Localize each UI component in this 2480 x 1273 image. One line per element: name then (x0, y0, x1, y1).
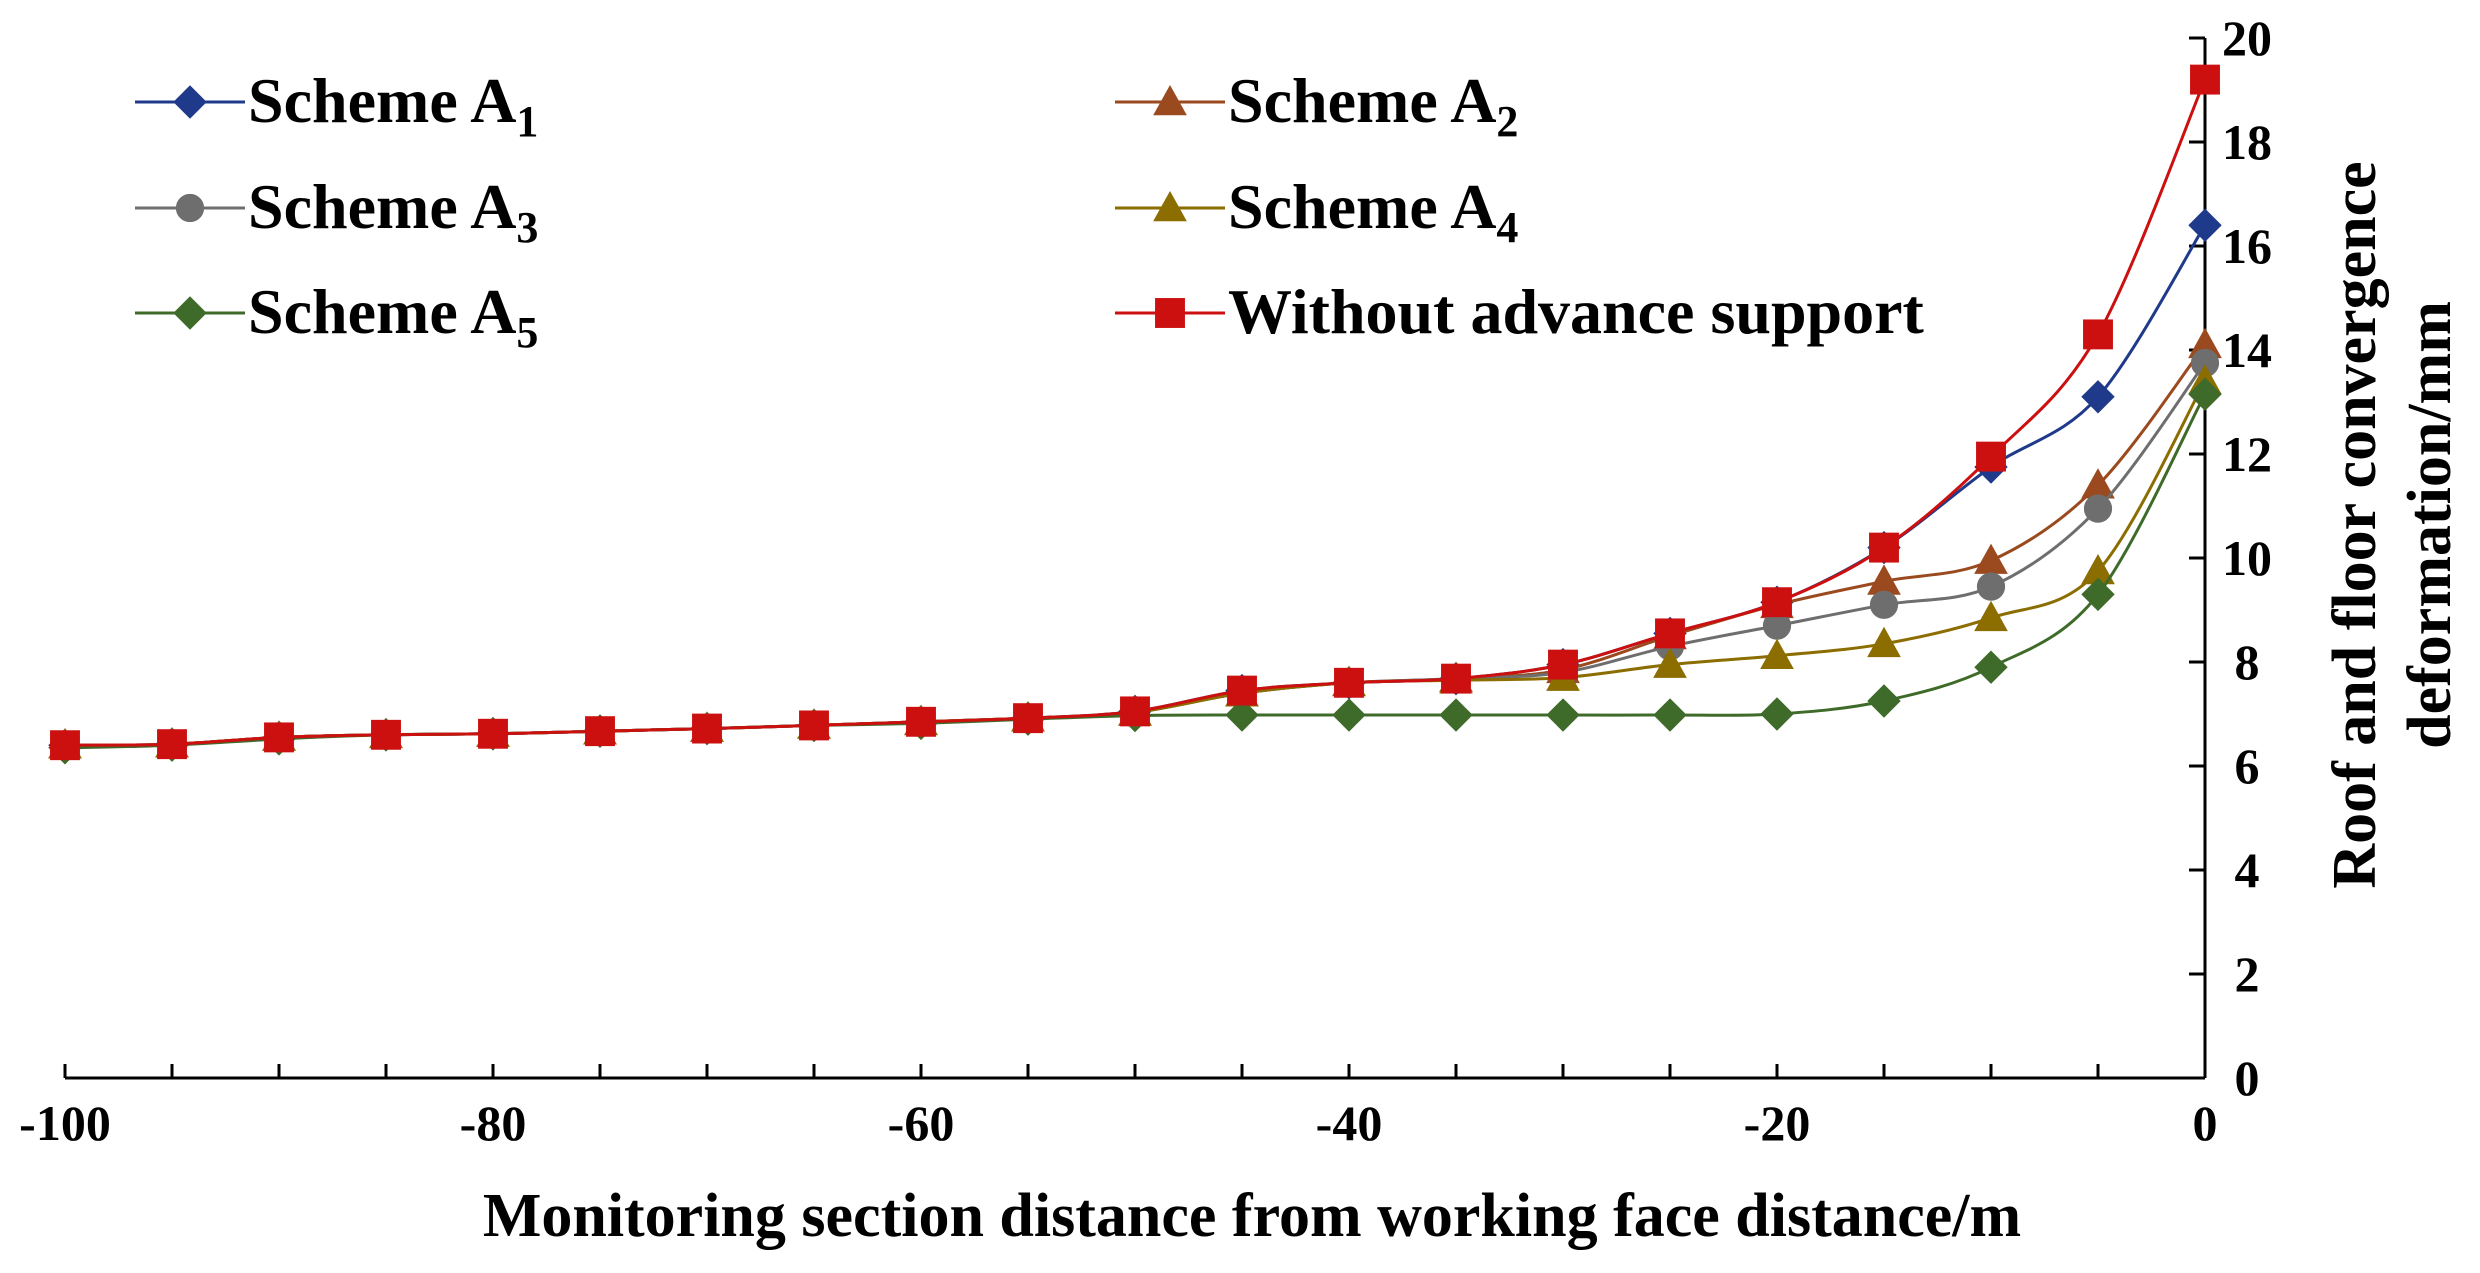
y-tick-label: 16 (2222, 218, 2272, 274)
legend-marker (1155, 298, 1185, 328)
y-tick-label: 4 (2235, 842, 2260, 898)
data-point (1013, 703, 1043, 734)
data-point (1653, 647, 1687, 678)
legend-marker (1153, 190, 1187, 222)
data-point (264, 722, 294, 753)
legend-entry: Scheme A1 (135, 65, 538, 146)
x-tick-label: -100 (19, 1095, 111, 1151)
x-tick-label: 0 (2193, 1095, 2218, 1151)
legend-marker (175, 193, 205, 223)
data-point (371, 719, 401, 750)
x-tick-label: -20 (1744, 1095, 1811, 1151)
y-axis-title-line1: Roof and floor convergence (2321, 161, 2389, 888)
data-point (2083, 319, 2113, 350)
y-tick-label: 20 (2222, 10, 2272, 66)
legend-label: Scheme A2 (1228, 65, 1518, 146)
y-tick-label: 10 (2222, 530, 2272, 586)
data-point (1546, 698, 1580, 732)
y-axis-title-line2: deformation/mm (2396, 301, 2464, 749)
x-axis-title: Monitoring section distance from working… (483, 1182, 2021, 1250)
y-tick-label: 14 (2222, 322, 2272, 378)
data-point (906, 706, 936, 737)
y-tick-label: 18 (2222, 114, 2272, 170)
data-point (1227, 675, 1257, 706)
data-point (2188, 377, 2222, 411)
legend-marker (1153, 84, 1187, 116)
data-point (2081, 577, 2115, 612)
data-point (1760, 638, 1794, 670)
series-line (64, 79, 2207, 747)
data-point (1120, 696, 1150, 727)
data-point (1653, 698, 1687, 732)
data-point (1974, 543, 2008, 574)
legend-entry: Scheme A3 (135, 171, 538, 252)
x-tick-label: -40 (1316, 1095, 1383, 1151)
legend-entry: Scheme A5 (135, 276, 538, 357)
data-point (799, 710, 829, 741)
data-point (1762, 587, 1792, 618)
legend-entry: Scheme A2 (1115, 65, 1518, 146)
data-point (1869, 590, 1899, 619)
y-tick-label: 2 (2235, 946, 2260, 1002)
data-point (2188, 208, 2222, 242)
legend-marker (173, 296, 207, 330)
x-tick-label: -60 (888, 1095, 955, 1151)
data-point (1867, 684, 1901, 718)
axes: -100 -80 -60 -40 -20 00 2 4 6 8 10 12 14 16 18 20 (19, 10, 2272, 1151)
legend-label: Without advance support (1228, 276, 1925, 347)
data-point (1225, 698, 1259, 732)
data-point (692, 713, 722, 744)
data-point (2190, 64, 2220, 95)
legend-entry: Scheme A4 (1115, 171, 1518, 252)
legend-label: Scheme A3 (248, 171, 538, 252)
y-tick-label: 8 (2235, 634, 2260, 690)
legend-marker (173, 85, 207, 119)
data-point (2081, 380, 2115, 414)
legend-label: Scheme A5 (248, 276, 538, 357)
data-point (1332, 698, 1366, 732)
legend-entry: Without advance support (1115, 276, 1925, 347)
series-lines (48, 64, 2222, 765)
data-point (1655, 618, 1685, 649)
data-point (478, 718, 508, 749)
data-point (1976, 572, 2006, 601)
data-point (585, 716, 615, 747)
data-point (1548, 649, 1578, 680)
data-point (2083, 494, 2113, 523)
data-point (157, 729, 187, 760)
data-point (1760, 697, 1794, 731)
legend-label: Scheme A4 (1228, 171, 1518, 252)
series-6 (50, 64, 2220, 761)
data-point (1976, 441, 2006, 472)
y-tick-label: 6 (2235, 738, 2260, 794)
data-point (1441, 663, 1471, 694)
data-point (1334, 667, 1364, 698)
x-tick-label: -80 (460, 1095, 527, 1151)
y-tick-label: 12 (2222, 426, 2272, 482)
data-point (50, 730, 80, 761)
data-point (1869, 532, 1899, 563)
data-point (1974, 600, 2008, 632)
data-point (1439, 698, 1473, 732)
legend: Scheme A1 Scheme A2 Scheme A3 Scheme A4 Sche… (135, 65, 1925, 357)
legend-label: Scheme A1 (248, 65, 538, 146)
y-tick-label: 0 (2235, 1050, 2260, 1106)
data-point (1867, 626, 1901, 658)
data-point (1974, 650, 2008, 684)
